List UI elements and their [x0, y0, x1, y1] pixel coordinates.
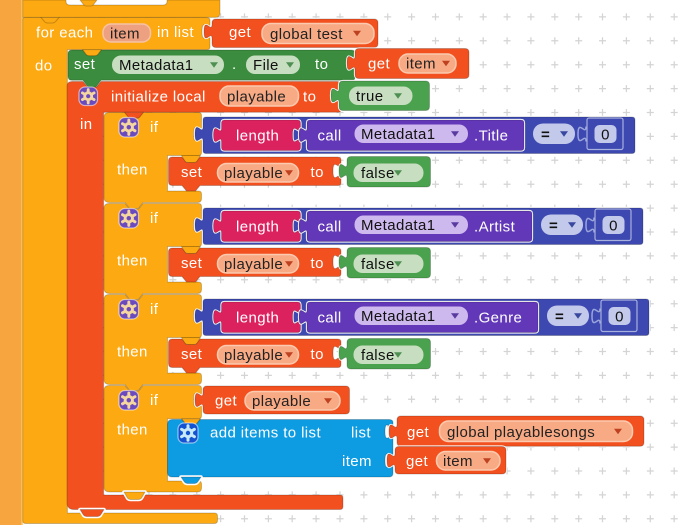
svg-text:playable: playable — [224, 165, 283, 182]
svg-text:length: length — [236, 310, 279, 327]
svg-text:then: then — [117, 422, 148, 439]
svg-text:get: get — [229, 24, 251, 41]
svg-text:=: = — [549, 218, 558, 235]
svg-text:false: false — [361, 256, 395, 273]
svg-text:item: item — [110, 26, 140, 43]
svg-text:Metadata1: Metadata1 — [361, 308, 435, 325]
svg-text:call: call — [318, 310, 342, 327]
svg-text:in list: in list — [157, 24, 194, 41]
svg-text:to: to — [311, 346, 324, 363]
svg-text:to: to — [311, 255, 324, 272]
svg-text:0: 0 — [609, 218, 618, 235]
svg-text:global playablesongs: global playablesongs — [447, 424, 595, 441]
svg-text:Metadata1: Metadata1 — [361, 126, 435, 143]
svg-text:.Genre: .Genre — [474, 310, 522, 327]
svg-text:=: = — [541, 127, 550, 144]
svg-text:item: item — [406, 56, 436, 73]
svg-text:Metadata1: Metadata1 — [119, 57, 193, 74]
svg-text:playable: playable — [252, 393, 311, 410]
svg-text:File: File — [253, 57, 279, 74]
svg-text:false: false — [361, 165, 395, 182]
svg-text:get: get — [368, 56, 390, 73]
svg-text:item: item — [342, 453, 372, 470]
svg-text:.Title: .Title — [474, 128, 508, 145]
svg-text:for each: for each — [36, 25, 93, 42]
svg-text:to: to — [303, 89, 316, 106]
svg-text:=: = — [555, 309, 564, 326]
svg-text:true: true — [356, 88, 383, 105]
svg-text:do: do — [35, 58, 53, 75]
svg-text:set: set — [74, 56, 96, 73]
svg-text:if: if — [150, 210, 159, 227]
svg-text:get: get — [215, 393, 237, 410]
svg-text:get: get — [406, 453, 428, 470]
svg-text:Metadata1: Metadata1 — [361, 217, 435, 234]
svg-text:false: false — [361, 347, 395, 364]
svg-text:item: item — [443, 453, 473, 470]
svg-text:if: if — [150, 119, 159, 136]
svg-text:set: set — [181, 255, 203, 272]
svg-text:then: then — [117, 253, 148, 270]
svg-text:to: to — [315, 56, 328, 73]
svg-text:call: call — [318, 219, 342, 236]
svg-text:playable: playable — [224, 256, 283, 273]
svg-text:0: 0 — [615, 309, 624, 326]
svg-text:set: set — [181, 346, 203, 363]
svg-text:.Artist: .Artist — [474, 219, 516, 236]
svg-text:in: in — [80, 116, 92, 133]
svg-text:add items to list: add items to list — [210, 425, 321, 442]
svg-text:.: . — [232, 56, 237, 73]
svg-text:list: list — [351, 425, 371, 442]
svg-text:global test: global test — [270, 26, 343, 43]
svg-text:length: length — [236, 219, 279, 236]
svg-text:if: if — [150, 301, 159, 318]
svg-text:length: length — [236, 128, 279, 145]
svg-text:then: then — [117, 344, 148, 361]
svg-text:initialize local: initialize local — [111, 89, 206, 106]
svg-text:playable: playable — [227, 89, 286, 106]
svg-text:then: then — [117, 162, 148, 179]
svg-text:to: to — [311, 164, 324, 181]
svg-text:if: if — [150, 392, 159, 409]
svg-text:get: get — [407, 424, 429, 441]
svg-text:set: set — [181, 164, 203, 181]
svg-text:playable: playable — [224, 347, 283, 364]
svg-text:0: 0 — [601, 127, 610, 144]
svg-text:call: call — [318, 128, 342, 145]
